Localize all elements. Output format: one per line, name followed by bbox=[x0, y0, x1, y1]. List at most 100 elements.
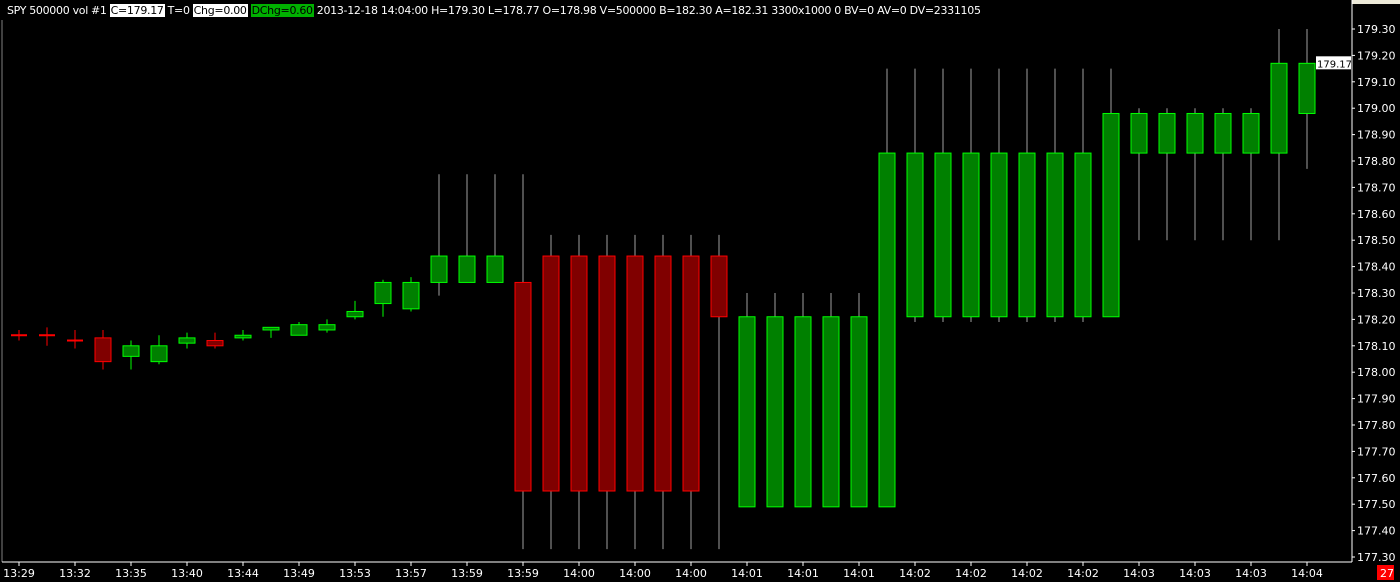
last-price-label: 179.17 bbox=[1317, 59, 1352, 70]
candle bbox=[318, 319, 336, 333]
x-tick-label: 14:02 bbox=[899, 567, 931, 580]
candle-body bbox=[178, 337, 196, 344]
y-tick-label: 178.40 bbox=[1357, 261, 1396, 274]
candle bbox=[94, 329, 112, 370]
y-tick-label: 177.80 bbox=[1357, 419, 1396, 432]
x-tick-label: 14:01 bbox=[787, 567, 819, 580]
candle-body bbox=[1242, 112, 1260, 154]
candle-body bbox=[290, 324, 308, 336]
x-axis: 13:29 13:32 13:35 13:40 13:44 13:49 13:53 13:57… bbox=[3, 562, 1323, 580]
candle-body bbox=[122, 345, 140, 357]
candle-body bbox=[766, 316, 784, 508]
candle-body bbox=[1270, 62, 1288, 154]
candle bbox=[682, 234, 700, 550]
candle bbox=[346, 300, 364, 320]
candle-body bbox=[738, 316, 756, 508]
candle bbox=[878, 68, 896, 508]
candle-body bbox=[402, 281, 420, 310]
candle bbox=[542, 234, 560, 550]
x-tick-label: 13:57 bbox=[395, 567, 427, 580]
candle bbox=[710, 234, 728, 550]
candle-body bbox=[1186, 112, 1204, 154]
x-tick-label: 13:53 bbox=[339, 567, 371, 580]
y-tick-label: 177.30 bbox=[1357, 551, 1396, 564]
candle bbox=[122, 340, 140, 370]
window-frame-strip bbox=[1352, 0, 1400, 4]
candle bbox=[1186, 108, 1204, 241]
x-tick-label: 13:35 bbox=[115, 567, 147, 580]
x-tick-label: 14:03 bbox=[1235, 567, 1267, 580]
x-tick-label: 14:03 bbox=[1123, 567, 1155, 580]
y-axis: 179.30 179.20 179.10 179.00 178.90 178.80 178.… bbox=[1352, 23, 1396, 564]
candle-body bbox=[654, 255, 672, 492]
candle-body bbox=[1130, 112, 1148, 154]
candle bbox=[458, 174, 476, 283]
candle-body bbox=[710, 255, 728, 318]
candle-body bbox=[598, 255, 616, 492]
candle bbox=[262, 326, 280, 338]
candle bbox=[1242, 108, 1260, 241]
symbol: SPY bbox=[7, 4, 27, 17]
candles bbox=[11, 29, 1316, 550]
candle bbox=[962, 68, 980, 323]
candle bbox=[486, 174, 504, 283]
y-tick-label: 178.90 bbox=[1357, 129, 1396, 142]
x-tick-label: 13:49 bbox=[283, 567, 315, 580]
candle-body bbox=[570, 255, 588, 492]
candle bbox=[1158, 108, 1176, 241]
corner-badge-label: 27 bbox=[1380, 567, 1394, 580]
chart-header: SPY 500000 vol #1 C=179.17 T=0 Chg=0.00 … bbox=[0, 2, 981, 19]
candle bbox=[234, 329, 252, 341]
last-price-marker: 179.17 bbox=[1316, 56, 1352, 70]
candle bbox=[990, 68, 1008, 323]
candle bbox=[598, 234, 616, 550]
candle-body bbox=[150, 345, 168, 363]
y-tick-label: 178.10 bbox=[1357, 340, 1396, 353]
candle bbox=[1270, 29, 1288, 241]
candle bbox=[794, 293, 812, 508]
x-tick-label: 13:44 bbox=[227, 567, 259, 580]
daily-change-value: DChg=0.60 bbox=[250, 4, 314, 17]
bar-details: 2013-12-18 14:04:00 H=179.30 L=178.77 O=… bbox=[316, 4, 981, 17]
candle bbox=[822, 293, 840, 508]
candle bbox=[374, 279, 392, 317]
x-tick-label: 13:59 bbox=[451, 567, 483, 580]
y-tick-label: 177.40 bbox=[1357, 525, 1396, 538]
x-tick-label: 14:02 bbox=[1011, 567, 1043, 580]
candle bbox=[626, 234, 644, 550]
candle-body bbox=[626, 255, 644, 492]
candle bbox=[11, 329, 27, 341]
candle bbox=[1298, 29, 1316, 169]
candle-body bbox=[1102, 112, 1120, 318]
x-tick-label: 14:03 bbox=[1179, 567, 1211, 580]
candle bbox=[514, 174, 532, 550]
y-tick-label: 178.60 bbox=[1357, 208, 1396, 221]
candle bbox=[39, 327, 55, 346]
candle-body bbox=[990, 152, 1008, 318]
candle bbox=[1018, 68, 1036, 323]
candle bbox=[570, 234, 588, 550]
candle bbox=[1130, 108, 1148, 241]
x-tick-label: 14:00 bbox=[675, 567, 707, 580]
bar-type: 500000 vol bbox=[29, 4, 88, 17]
chart-number: #1 bbox=[91, 4, 107, 17]
candle bbox=[178, 332, 196, 349]
y-tick-label: 178.70 bbox=[1357, 181, 1396, 194]
candle-body bbox=[822, 316, 840, 508]
x-tick-label: 14:00 bbox=[619, 567, 651, 580]
change-value: Chg=0.00 bbox=[192, 4, 248, 17]
candle bbox=[150, 335, 168, 365]
candle bbox=[654, 234, 672, 550]
candle bbox=[934, 68, 952, 323]
x-tick-label: 14:01 bbox=[843, 567, 875, 580]
y-tick-label: 179.00 bbox=[1357, 102, 1396, 115]
candle-body bbox=[346, 310, 364, 318]
candle-body bbox=[850, 316, 868, 508]
candle-body bbox=[1074, 152, 1092, 318]
candle bbox=[1074, 68, 1092, 323]
candle bbox=[402, 277, 420, 312]
candle-body bbox=[234, 334, 252, 339]
candle-body bbox=[962, 152, 980, 318]
candle bbox=[850, 293, 868, 508]
